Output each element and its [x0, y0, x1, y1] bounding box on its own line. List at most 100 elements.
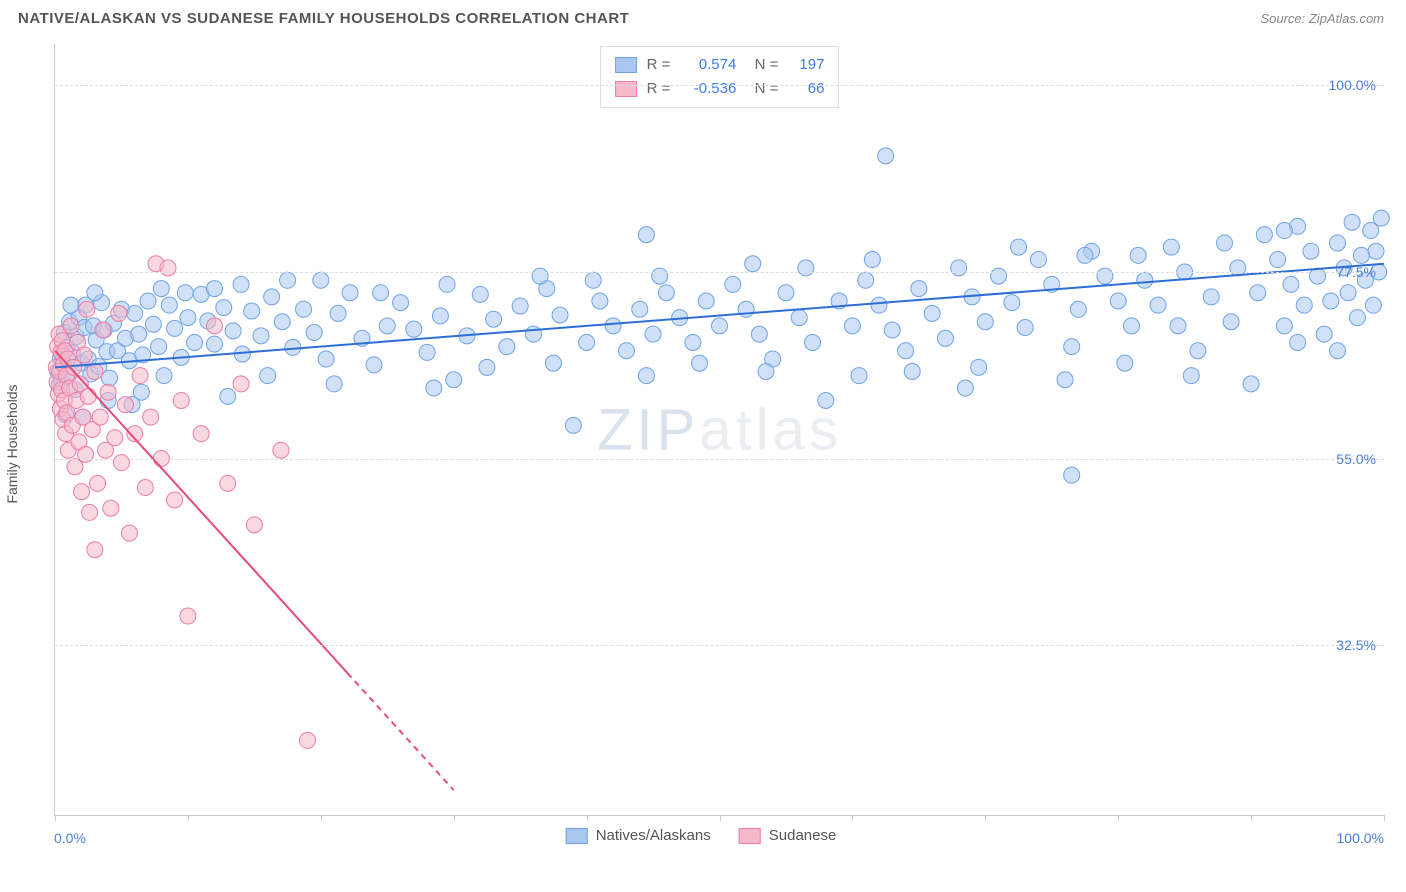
scatter-point: [1190, 343, 1206, 359]
scatter-point: [898, 343, 914, 359]
gridline: [55, 459, 1384, 460]
scatter-point: [1004, 295, 1020, 311]
y-tick-label: 55.0%: [1336, 451, 1376, 467]
scatter-point: [618, 343, 634, 359]
legend-label: Sudanese: [769, 827, 837, 844]
x-tick: [321, 815, 322, 821]
scatter-point: [342, 285, 358, 301]
scatter-point: [924, 305, 940, 321]
scatter-point: [1130, 247, 1146, 263]
scatter-point: [1250, 285, 1266, 301]
scatter-point: [1163, 239, 1179, 255]
scatter-point: [206, 336, 222, 352]
scatter-point: [1368, 243, 1384, 259]
bottom-legend: Natives/AlaskansSudanese: [566, 827, 837, 844]
scatter-point: [160, 260, 176, 276]
x-tick: [985, 815, 986, 821]
scatter-point: [1223, 314, 1239, 330]
scatter-point: [121, 525, 137, 541]
scatter-point: [698, 293, 714, 309]
scatter-point: [446, 372, 462, 388]
scatter-point: [1170, 318, 1186, 334]
stat-r-value: 0.574: [680, 53, 736, 77]
stat-n-label: N =: [746, 53, 778, 77]
scatter-point: [153, 281, 169, 297]
scatter-point: [685, 334, 701, 350]
scatter-point: [552, 307, 568, 323]
legend-swatch: [615, 81, 637, 97]
stat-r-label: R =: [647, 77, 671, 101]
scatter-point: [1256, 227, 1272, 243]
stat-n-value: 66: [788, 77, 824, 101]
scatter-point: [87, 363, 103, 379]
scatter-point: [532, 268, 548, 284]
scatter-point: [419, 344, 435, 360]
scatter-point: [937, 330, 953, 346]
scatter-point: [206, 318, 222, 334]
scatter-point: [63, 297, 79, 313]
gridline: [55, 645, 1384, 646]
scatter-point: [264, 289, 280, 305]
y-tick-label: 100.0%: [1329, 77, 1376, 93]
scatter-point: [1344, 214, 1360, 230]
stat-r-value: -0.536: [680, 77, 736, 101]
gridline: [55, 85, 1384, 86]
scatter-point: [101, 370, 117, 386]
scatter-point: [1353, 247, 1369, 263]
scatter-point: [92, 409, 108, 425]
scatter-point: [296, 301, 312, 317]
scatter-point: [1349, 310, 1365, 326]
scatter-point: [206, 281, 222, 297]
scatter-point: [1217, 235, 1233, 251]
scatter-point: [87, 285, 103, 301]
scatter-point: [904, 363, 920, 379]
scatter-point: [1064, 339, 1080, 355]
chart-container: Family Households ZIPatlas R =0.574 N =1…: [18, 44, 1384, 844]
scatter-point: [638, 368, 654, 384]
scatter-point: [274, 314, 290, 330]
scatter-point: [805, 334, 821, 350]
scatter-point: [579, 334, 595, 350]
scatter-point: [751, 326, 767, 342]
legend-swatch: [615, 57, 637, 73]
scatter-point: [280, 272, 296, 288]
scatter-point: [1323, 293, 1339, 309]
stat-n-value: 197: [788, 53, 824, 77]
scatter-point: [111, 305, 127, 321]
scatter-point: [638, 227, 654, 243]
scatter-point: [167, 492, 183, 508]
scatter-point: [545, 355, 561, 371]
scatter-point: [137, 480, 153, 496]
scatter-point: [132, 368, 148, 384]
scatter-point: [330, 305, 346, 321]
scatter-point: [725, 276, 741, 292]
scatter-point: [145, 316, 161, 332]
gridline: [55, 272, 1384, 273]
scatter-point: [1276, 318, 1292, 334]
scatter-point: [63, 318, 79, 334]
scatter-point: [1243, 376, 1259, 392]
scatter-point: [187, 334, 203, 350]
scatter-point: [479, 359, 495, 375]
stats-row: R =0.574 N =197: [615, 53, 825, 77]
scatter-point: [1030, 252, 1046, 268]
scatter-point: [778, 285, 794, 301]
scatter-point: [76, 347, 92, 363]
scatter-point: [1290, 334, 1306, 350]
scatter-point: [1011, 239, 1027, 255]
x-tick: [720, 815, 721, 821]
scatter-point: [161, 297, 177, 313]
scatter-point: [87, 542, 103, 558]
scatter-point: [117, 397, 133, 413]
scatter-point: [1070, 301, 1086, 317]
scatter-point: [1373, 210, 1389, 226]
scatter-point: [216, 300, 232, 316]
scatter-point: [127, 305, 143, 321]
scatter-point: [300, 732, 316, 748]
scatter-point: [156, 368, 172, 384]
scatter-point: [140, 293, 156, 309]
scatter-point: [844, 318, 860, 334]
scatter-point: [100, 384, 116, 400]
y-axis-label: Family Households: [4, 384, 20, 503]
scatter-point: [180, 608, 196, 624]
